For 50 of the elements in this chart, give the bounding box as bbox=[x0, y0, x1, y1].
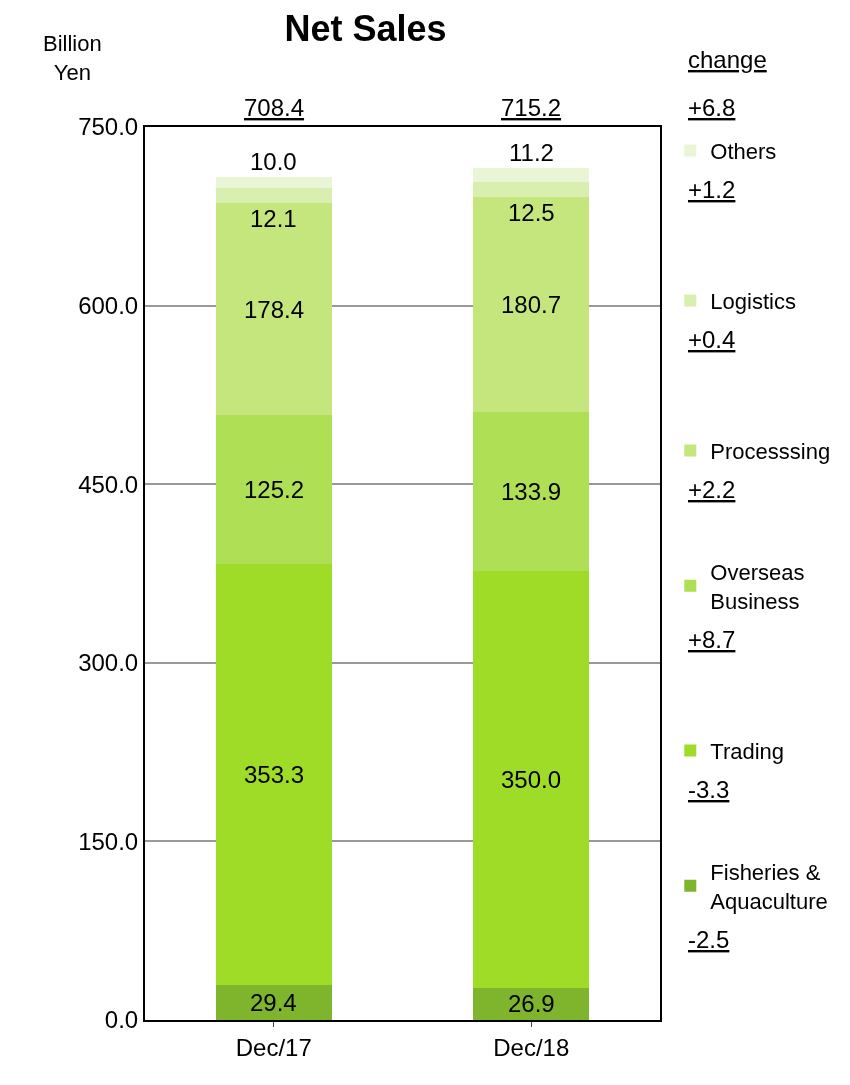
bar bbox=[215, 415, 332, 565]
data-label: 11.2 bbox=[509, 139, 554, 166]
text: -3.3 bbox=[688, 776, 730, 803]
bar bbox=[215, 188, 332, 203]
text: +8.7 bbox=[688, 626, 736, 653]
y-tick-label: 300.0 bbox=[78, 649, 139, 677]
bar bbox=[473, 196, 590, 412]
bar bbox=[473, 411, 590, 572]
y-tick-label: 750.0 bbox=[78, 113, 139, 141]
y-tick-label: 600.0 bbox=[78, 292, 139, 319]
data-label: 353.3 bbox=[244, 761, 305, 788]
total-label: 708.4 bbox=[244, 94, 305, 121]
data-label: 180.7 bbox=[501, 291, 562, 318]
x-tick-label: Dec/17 bbox=[235, 1033, 312, 1061]
data-label: 10.0 bbox=[250, 148, 297, 175]
y-tick-label: 0.0 bbox=[104, 1006, 139, 1034]
text: -2.5 bbox=[688, 926, 730, 953]
bar bbox=[473, 987, 590, 1020]
data-label: 26.9 bbox=[508, 990, 555, 1017]
x-tick-label: Dec/18 bbox=[493, 1033, 570, 1061]
bar bbox=[215, 176, 332, 189]
y-tick-label: 450.0 bbox=[78, 470, 139, 498]
data-label: 178.4 bbox=[244, 296, 305, 323]
data-label: 133.9 bbox=[501, 478, 562, 505]
data-label: 12.5 bbox=[508, 199, 555, 226]
legend-label: Trading bbox=[710, 739, 785, 765]
text: +2.2 bbox=[688, 476, 736, 503]
bar bbox=[215, 564, 332, 985]
data-label: 125.2 bbox=[244, 476, 305, 503]
data-label: 350.0 bbox=[501, 766, 562, 793]
legend-label: Others bbox=[710, 139, 777, 165]
bar bbox=[473, 181, 590, 197]
bar bbox=[473, 168, 590, 182]
legend-label: Fisheries & Aquaculture bbox=[710, 860, 828, 914]
legend-label: Logistics bbox=[710, 289, 796, 315]
data-label: 12.1 bbox=[250, 205, 297, 232]
text: +1.2 bbox=[688, 176, 736, 203]
text: +0.4 bbox=[688, 326, 736, 353]
bar bbox=[473, 571, 590, 988]
text: +6.8 bbox=[688, 94, 736, 121]
text: change bbox=[688, 46, 767, 73]
legend-label: Processsing bbox=[710, 439, 831, 465]
bar bbox=[215, 984, 332, 1020]
data-label: 29.4 bbox=[250, 989, 297, 1016]
bar bbox=[215, 202, 332, 416]
y-tick-label: 150.0 bbox=[78, 827, 139, 855]
y-axis-title: Billion Yen bbox=[43, 31, 102, 85]
legend-label: Overseas Business bbox=[710, 560, 805, 614]
total-label: 715.2 bbox=[501, 94, 562, 121]
chart-title: Net Sales bbox=[284, 8, 447, 50]
